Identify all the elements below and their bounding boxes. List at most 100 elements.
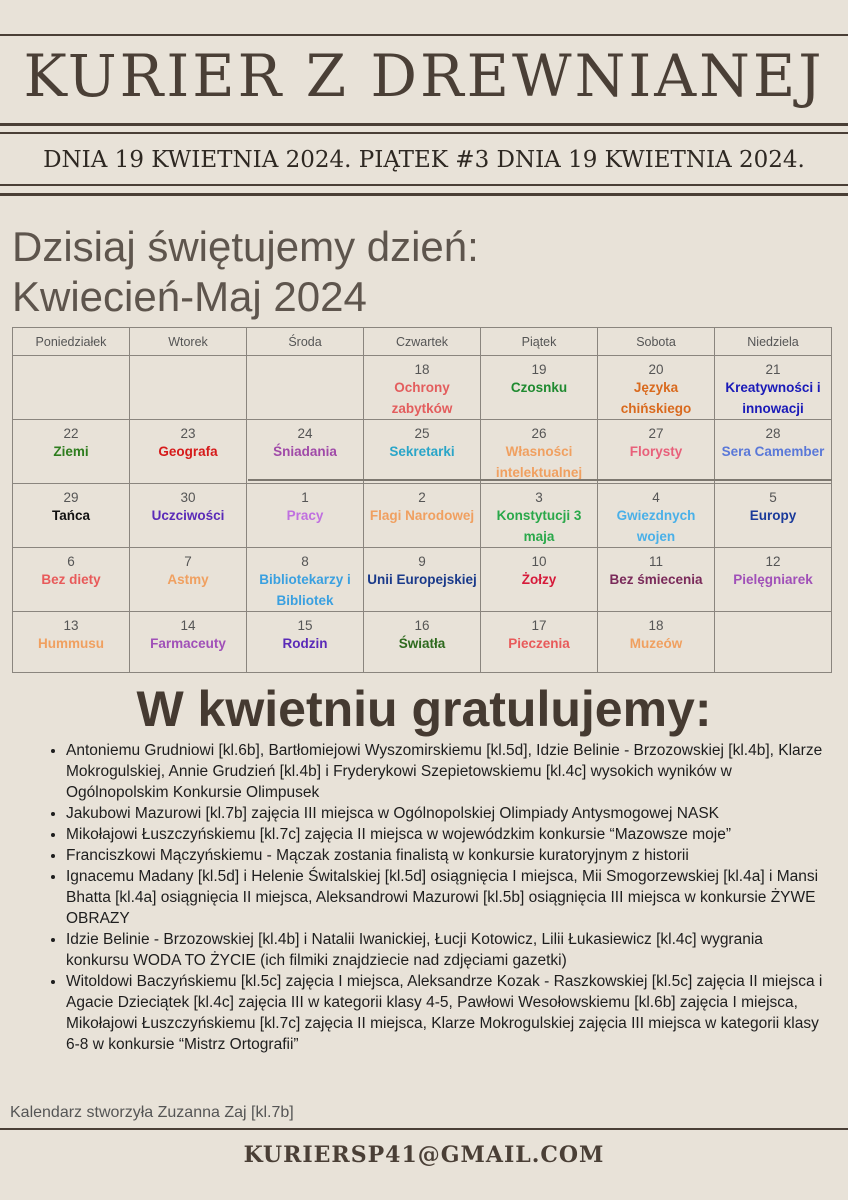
day-cell: 10 Żołzy <box>480 547 598 612</box>
weekday: Piątek <box>480 327 598 356</box>
day-cell: 4 Gwiezdnych wojen <box>597 483 715 548</box>
day-cell: 19 Czosnku <box>480 355 598 420</box>
day-cell: 18 Muzeów <box>597 611 715 673</box>
day-number: 13 <box>63 618 79 633</box>
week-row: 29 Tańca 30 Uczciwości 1 Pracy 2 Flagi Narodowe… <box>12 483 832 548</box>
day-number: 6 <box>67 554 75 569</box>
congrats-heading: W kwietniu gratulujemy: <box>136 681 712 737</box>
rule <box>0 34 848 36</box>
rule <box>0 184 848 186</box>
day-cell: 24 Śniadania <box>246 419 364 484</box>
day-number: 7 <box>184 554 192 569</box>
day-cell: 22 Ziemi <box>12 419 130 484</box>
day-cell: 6 Bez diety <box>12 547 130 612</box>
day-cell: 30 Uczciwości <box>129 483 247 548</box>
congrats-item: Jakubowi Mazurowi [kl.7b] zajęcia III mi… <box>66 803 826 824</box>
day-name: Rodzin <box>282 636 328 651</box>
rule <box>0 132 848 134</box>
day-name: Tańca <box>51 508 90 523</box>
day-number: 24 <box>297 426 313 441</box>
day-cell: 27 Florysty <box>597 419 715 484</box>
rule <box>0 123 848 126</box>
day-number: 12 <box>765 554 781 569</box>
day-name: Flagi Narodowej <box>369 508 475 523</box>
day-cell: 9 Unii Europejskiej <box>363 547 481 612</box>
day-number: 11 <box>648 554 663 569</box>
day-number: 20 <box>648 362 664 377</box>
day-number: 29 <box>63 490 79 505</box>
day-name: Bibliotekarzy i Bibliotek <box>259 572 351 608</box>
day-cell: 21 Kreatywności i innowacji <box>714 355 832 420</box>
day-cell: 12 Pielęgniarek <box>714 547 832 612</box>
day-number: 17 <box>531 618 547 633</box>
day-cell: 17 Pieczenia <box>480 611 598 673</box>
day-name: Pracy <box>286 508 324 523</box>
day-name: Pielęgniarek <box>733 572 813 587</box>
day-cell <box>129 355 247 420</box>
day-number: 19 <box>531 362 547 377</box>
day-name: Konstytucji 3 maja <box>496 508 582 544</box>
email: KURIERSP41@GMAIL.COM <box>243 1142 605 1168</box>
weekday: Środa <box>246 327 364 356</box>
calendar: Poniedziałek Wtorek Środa Czwartek Piątek Sob… <box>12 327 832 673</box>
day-number: 18 <box>414 362 430 377</box>
day-cell <box>12 355 130 420</box>
day-name: Hummusu <box>37 636 104 651</box>
day-name: Florysty <box>629 444 683 459</box>
day-number: 28 <box>765 426 781 441</box>
credit: Kalendarz stworzyła Zuzanna Zaj [kl.7b] <box>10 1104 294 1121</box>
day-name: Śniadania <box>273 444 337 459</box>
day-name: Żołzy <box>521 572 557 587</box>
day-number: 9 <box>418 554 426 569</box>
day-name: Bez śmiecenia <box>609 572 703 587</box>
day-cell: 25 Sekretarki <box>363 419 481 484</box>
congrats-item: Franciszkowi Mączyńskiemu - Mączak zosta… <box>66 845 826 866</box>
day-name: Czosnku <box>510 380 568 395</box>
day-name: Pieczenia <box>508 636 570 651</box>
day-number: 23 <box>180 426 196 441</box>
day-number: 21 <box>765 362 781 377</box>
day-number: 27 <box>648 426 664 441</box>
calendar-heading: Dzisiaj świętujemy dzień: Kwiecień-Maj 2… <box>12 222 479 322</box>
day-name: Bez diety <box>41 572 101 587</box>
month-divider <box>248 479 832 481</box>
day-cell: 2 Flagi Narodowej <box>363 483 481 548</box>
day-number: 1 <box>301 490 309 505</box>
day-cell: 11 Bez śmiecenia <box>597 547 715 612</box>
day-name: Sera Camember <box>721 444 825 459</box>
day-name: Ochrony zabytków <box>391 380 453 416</box>
day-number: 25 <box>414 426 430 441</box>
day-number: 18 <box>648 618 664 633</box>
day-number: 14 <box>180 618 196 633</box>
day-number: 26 <box>531 426 547 441</box>
day-number: 30 <box>180 490 196 505</box>
day-name: Języka chińskiego <box>620 380 692 416</box>
day-number: 16 <box>414 618 430 633</box>
day-name: Muzeów <box>629 636 683 651</box>
day-cell: 26 Własności intelektualnej <box>480 419 598 484</box>
heading-line: Dzisiaj świętujemy dzień: <box>12 223 479 270</box>
day-number: 22 <box>63 426 79 441</box>
week-row: 6 Bez diety 7 Astmy 8 Bibliotekarzy i Bibliot… <box>12 547 832 612</box>
day-number: 3 <box>535 490 543 505</box>
day-cell: 5 Europy <box>714 483 832 548</box>
weekday: Poniedziałek <box>12 327 130 356</box>
day-cell: 29 Tańca <box>12 483 130 548</box>
day-cell <box>714 611 832 673</box>
congrats-item: Antoniemu Grudniowi [kl.6b], Bartłomiejo… <box>66 740 826 803</box>
day-name: Gwiezdnych wojen <box>616 508 696 544</box>
day-cell: 1 Pracy <box>246 483 364 548</box>
day-number: 10 <box>531 554 547 569</box>
day-cell: 18 Ochrony zabytków <box>363 355 481 420</box>
weekday: Wtorek <box>129 327 247 356</box>
heading-line: Kwiecień-Maj 2024 <box>12 273 367 320</box>
day-cell: 16 Światła <box>363 611 481 673</box>
masthead-title: KURIER Z DREWNIANEJ <box>23 42 825 110</box>
day-cell <box>246 355 364 420</box>
day-name: Własności intelektualnej <box>495 444 583 480</box>
day-name: Sekretarki <box>389 444 455 459</box>
congrats-list: Antoniemu Grudniowi [kl.6b], Bartłomiejo… <box>40 740 826 1055</box>
weekday: Niedziela <box>714 327 832 356</box>
day-name: Farmaceuty <box>150 636 226 651</box>
